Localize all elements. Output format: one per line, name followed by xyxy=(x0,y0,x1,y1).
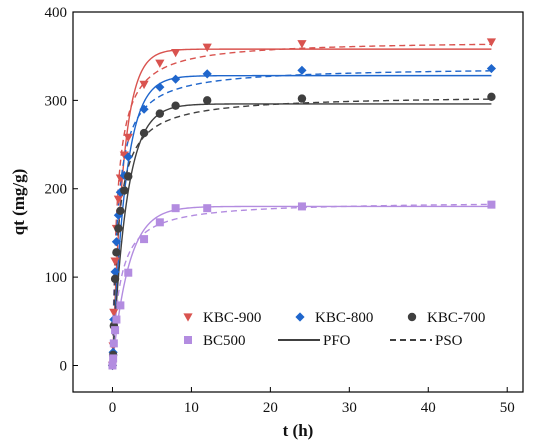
data-point-bc500 xyxy=(171,204,180,213)
pso-curve xyxy=(111,98,492,366)
data-point-kbc-800 xyxy=(139,104,149,114)
data-point-kbc-700 xyxy=(203,96,212,105)
data-point-kbc-900 xyxy=(113,195,123,204)
data-point-kbc-700 xyxy=(116,206,125,216)
data-point-kbc-900 xyxy=(486,38,497,47)
data-point-kbc-700 xyxy=(297,94,307,103)
data-point-kbc-900 xyxy=(109,308,119,318)
data-point-kbc-900 xyxy=(139,80,149,90)
data-point-kbc-800 xyxy=(110,267,120,277)
plot-frame xyxy=(72,11,524,393)
data-point-bc500 xyxy=(487,200,496,209)
y-tick-label: 200 xyxy=(45,182,68,198)
data-point-kbc-900 xyxy=(119,151,129,160)
y-tick-label: 300 xyxy=(45,93,68,109)
pfo-curve xyxy=(111,103,492,366)
data-point-kbc-800 xyxy=(155,82,165,92)
legend-label: PSO xyxy=(435,333,463,349)
data-point-kbc-900 xyxy=(155,59,165,68)
data-point-bc500 xyxy=(109,339,118,348)
legend-label: KBC-700 xyxy=(427,310,485,326)
y-axis-ticks: 0 100 200 300 400 xyxy=(45,5,78,374)
x-tick-label: 0 xyxy=(109,400,117,416)
legend-swatch-bc500 xyxy=(184,336,192,344)
data-point-kbc-700 xyxy=(114,224,123,233)
data-point-kbc-900 xyxy=(171,48,181,58)
legend-label: BC500 xyxy=(203,333,246,349)
data-point-kbc-900 xyxy=(123,133,133,143)
data-point-kbc-700 xyxy=(139,128,149,138)
legend-swatch-kbc-800 xyxy=(295,312,305,322)
legend: KBC-900 KBC-800 KBC-700 BC500 PFO PSO xyxy=(183,310,485,349)
data-point-bc500 xyxy=(297,202,306,211)
data-point-kbc-800 xyxy=(171,74,181,84)
data-point-bc500 xyxy=(203,204,212,213)
data-point-bc500 xyxy=(111,326,120,335)
data-point-kbc-700 xyxy=(155,109,165,118)
data-point-kbc-800 xyxy=(486,63,497,74)
data-point-bc500 xyxy=(140,235,149,244)
y-tick-label: 400 xyxy=(45,5,68,21)
legend-label: PFO xyxy=(323,333,351,349)
legend-swatch-kbc-700 xyxy=(407,312,417,322)
x-tick-label: 20 xyxy=(263,400,278,416)
y-axis-title: qt (mg/g) xyxy=(9,169,28,236)
data-point-kbc-800 xyxy=(111,237,122,247)
data-point-kbc-900 xyxy=(297,40,307,49)
x-tick-label: 50 xyxy=(500,400,515,416)
pso-curve xyxy=(111,70,492,366)
x-axis-title: t (h) xyxy=(283,421,314,440)
legend-swatch-kbc-900 xyxy=(183,313,193,322)
data-point-bc500 xyxy=(124,268,133,277)
data-point-kbc-900 xyxy=(202,43,212,52)
data-point-kbc-800 xyxy=(297,65,307,75)
x-tick-label: 10 xyxy=(184,400,199,416)
x-tick-label: 30 xyxy=(342,400,357,416)
data-markers xyxy=(107,38,497,371)
data-point-kbc-700 xyxy=(171,101,180,110)
data-point-kbc-800 xyxy=(202,69,212,79)
data-point-bc500 xyxy=(108,361,117,370)
data-point-kbc-700 xyxy=(120,186,129,195)
data-point-kbc-900 xyxy=(110,257,120,266)
data-point-bc500 xyxy=(116,301,125,310)
data-point-kbc-800 xyxy=(123,152,133,162)
data-point-bc500 xyxy=(109,354,118,363)
data-point-bc500 xyxy=(155,218,164,227)
data-point-bc500 xyxy=(112,315,121,324)
data-point-kbc-700 xyxy=(487,92,496,102)
legend-label: KBC-900 xyxy=(203,310,261,326)
x-tick-label: 40 xyxy=(421,400,436,416)
y-tick-label: 100 xyxy=(45,270,68,286)
y-tick-label: 0 xyxy=(60,358,68,374)
legend-label: KBC-800 xyxy=(315,310,373,326)
data-point-kbc-700 xyxy=(110,274,120,284)
data-point-kbc-700 xyxy=(112,248,121,257)
x-axis-ticks: 0 10 20 30 40 50 xyxy=(109,387,515,416)
data-point-kbc-700 xyxy=(124,172,133,181)
